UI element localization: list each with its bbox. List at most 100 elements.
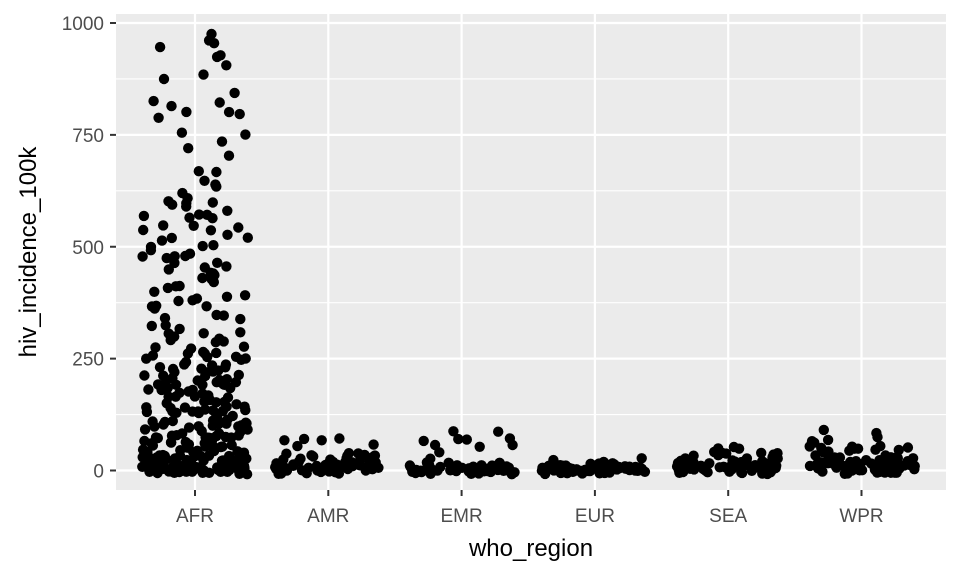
data-point [233, 430, 244, 441]
data-point [469, 465, 480, 476]
data-point [199, 175, 210, 186]
data-point [163, 264, 174, 275]
x-tick-label: SEA [709, 506, 747, 527]
data-point [320, 462, 331, 474]
data-point [211, 430, 222, 442]
data-point [242, 232, 253, 243]
data-point [149, 421, 160, 432]
data-point [147, 350, 159, 361]
data-point [736, 467, 747, 478]
data-point [183, 422, 195, 433]
data-point [167, 199, 178, 210]
y-tick-label: 1000 [62, 14, 104, 35]
data-point [765, 467, 776, 478]
data-point [241, 453, 252, 464]
x-tick-label: EMR [440, 506, 482, 527]
data-point [186, 464, 197, 475]
data-point [183, 386, 194, 397]
data-point [158, 73, 170, 85]
data-point [889, 467, 900, 478]
data-point [149, 286, 160, 297]
data-point [221, 60, 232, 71]
data-point [240, 353, 251, 364]
x-tick-label: EUR [575, 506, 615, 527]
data-point [636, 453, 647, 464]
grid-major [116, 14, 946, 490]
data-point [434, 447, 445, 458]
data-point [138, 224, 149, 236]
data-point [721, 448, 732, 459]
data-point [141, 406, 153, 418]
data-point [630, 461, 641, 473]
data-point [165, 402, 176, 414]
data-point [872, 467, 883, 478]
data-point [216, 136, 228, 147]
y-axis: 0 250 500 750 1000 [62, 14, 116, 483]
x-tick-label: WPR [839, 506, 883, 527]
data-point [154, 362, 166, 373]
data-point [334, 433, 345, 444]
data-point [594, 468, 605, 479]
data-point [174, 387, 185, 398]
data-point [150, 432, 162, 443]
data-point [193, 209, 205, 220]
data-point [211, 411, 223, 422]
data-point [202, 351, 213, 363]
data-point [741, 455, 752, 466]
data-point [205, 225, 217, 236]
data-point [903, 457, 915, 469]
data-point [184, 212, 195, 223]
y-tick-label: 250 [72, 350, 104, 371]
data-point [818, 424, 829, 436]
data-point [822, 434, 834, 446]
data-point [301, 468, 312, 479]
data-point [156, 235, 168, 246]
data-point [148, 95, 159, 107]
y-tick-label: 750 [72, 126, 104, 147]
data-point [445, 465, 456, 476]
data-point [232, 446, 243, 457]
data-point [208, 240, 219, 251]
data-point [211, 347, 222, 359]
data-point [163, 466, 175, 477]
data-point [153, 112, 164, 124]
data-point [756, 447, 767, 459]
data-point [207, 420, 218, 431]
data-point [804, 441, 815, 452]
data-point [173, 295, 184, 307]
data-point [543, 460, 554, 471]
data-point [156, 384, 167, 396]
data-point [197, 240, 208, 252]
data-point [425, 468, 436, 479]
data-point [812, 463, 824, 474]
data-point [240, 129, 251, 140]
data-point [223, 150, 235, 161]
data-point [236, 420, 247, 431]
data-point [277, 460, 288, 471]
data-point [718, 461, 729, 472]
data-point [872, 431, 883, 443]
data-point [216, 461, 227, 473]
data-point [208, 276, 219, 288]
data-point [728, 441, 740, 453]
data-point [139, 424, 151, 435]
data-point [852, 443, 864, 454]
data-point [149, 303, 160, 314]
data-point [316, 435, 327, 446]
data-point [368, 439, 379, 450]
data-point [139, 370, 150, 381]
data-point [197, 379, 208, 390]
data-point [200, 404, 211, 415]
data-point [609, 459, 620, 470]
data-point [212, 257, 223, 268]
data-point [702, 467, 713, 478]
x-axis: AFR AMR EMR EUR SEA WPR [176, 490, 884, 527]
data-point [674, 467, 685, 478]
data-point [201, 301, 212, 312]
data-point [187, 295, 198, 306]
data-point [229, 87, 240, 99]
data-point [804, 460, 816, 472]
data-point [204, 467, 215, 478]
data-point [758, 461, 769, 473]
